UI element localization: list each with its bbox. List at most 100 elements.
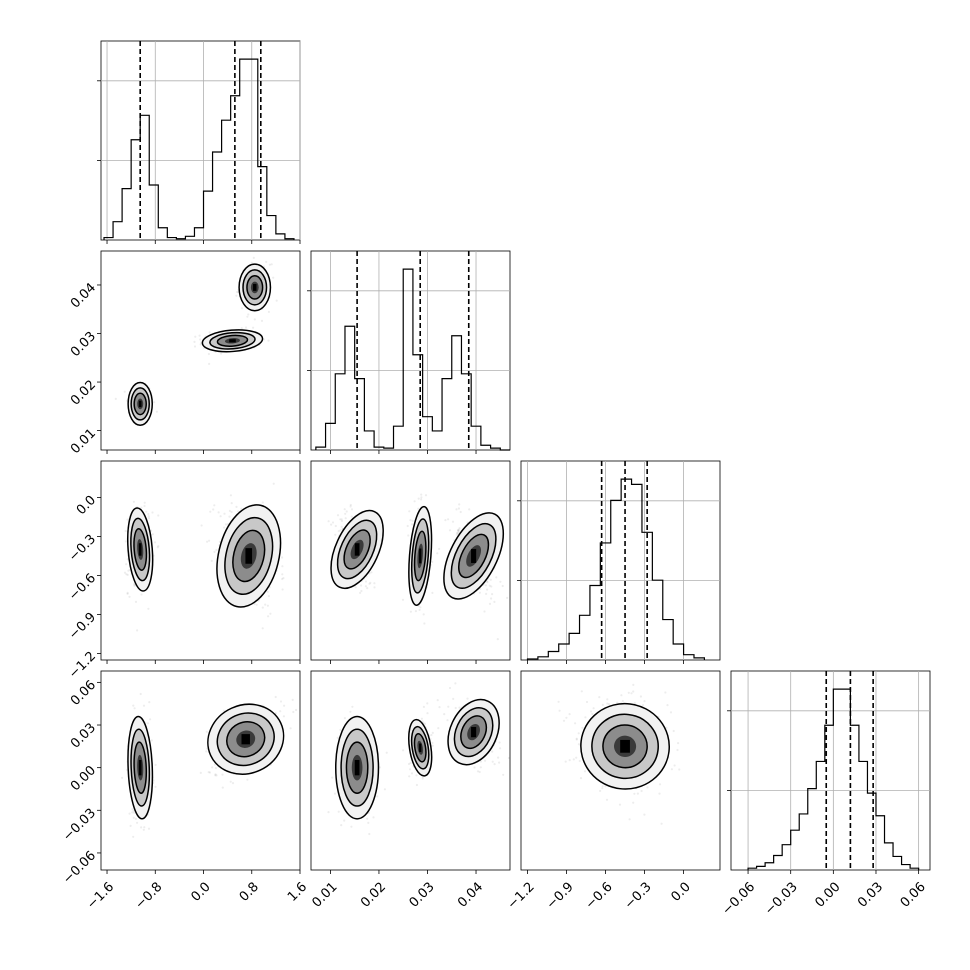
sample-point xyxy=(632,801,635,804)
sample-point xyxy=(466,697,469,700)
sample-point xyxy=(136,629,139,632)
x-tick-label: −1.6 xyxy=(84,880,117,913)
sample-point xyxy=(208,362,211,365)
sample-point xyxy=(125,573,128,576)
sample-point xyxy=(147,607,150,610)
sample-point xyxy=(199,338,202,341)
sample-point xyxy=(235,290,239,294)
sample-point xyxy=(426,712,429,715)
sample-point xyxy=(368,582,371,585)
sample-point xyxy=(272,276,275,279)
scatter-panel-1-2 xyxy=(310,460,511,664)
sample-point xyxy=(266,590,269,593)
sample-point xyxy=(275,299,278,302)
histogram-panel-2 xyxy=(517,460,721,664)
sample-point xyxy=(486,588,489,591)
sample-point xyxy=(151,511,154,514)
sample-point xyxy=(415,774,418,777)
sample-point xyxy=(340,824,343,827)
sample-point xyxy=(244,326,248,329)
sample-point xyxy=(147,515,150,518)
sample-point xyxy=(281,556,284,559)
sample-point xyxy=(456,528,459,532)
sample-point xyxy=(478,770,481,774)
sample-point xyxy=(150,529,153,532)
sample-point xyxy=(431,560,434,564)
sample-point xyxy=(408,510,411,513)
sample-point xyxy=(502,773,505,776)
density-peak xyxy=(419,743,422,753)
sample-point xyxy=(490,597,493,600)
sample-point xyxy=(507,756,510,760)
sample-point xyxy=(140,826,143,829)
sample-point xyxy=(217,511,220,514)
sample-point xyxy=(349,505,352,508)
sample-point xyxy=(413,500,416,503)
density-peak xyxy=(253,283,257,291)
sample-point xyxy=(660,822,663,825)
sample-point xyxy=(337,810,340,813)
sample-point xyxy=(417,497,420,500)
sample-point xyxy=(336,514,340,517)
sample-point xyxy=(627,691,630,694)
sample-point xyxy=(143,501,146,504)
sample-point xyxy=(457,529,460,533)
sample-point xyxy=(147,512,150,516)
sample-point xyxy=(598,696,601,699)
y-tick-label: −0.9 xyxy=(66,610,99,643)
sample-point xyxy=(126,558,129,561)
sample-point xyxy=(431,744,434,747)
sample-point xyxy=(376,795,379,798)
y-tick-label: 0.03 xyxy=(68,329,99,360)
sample-point xyxy=(646,786,649,789)
sample-point xyxy=(327,520,330,523)
sample-point xyxy=(215,774,218,777)
histogram-bars xyxy=(315,268,510,451)
panel-frame xyxy=(520,670,721,871)
sample-point xyxy=(157,545,160,548)
sample-point xyxy=(455,508,458,511)
sample-point xyxy=(208,539,211,542)
sample-point xyxy=(132,704,135,707)
density-peak xyxy=(138,400,142,408)
sample-point xyxy=(207,352,210,356)
sample-point xyxy=(264,603,267,606)
sample-point xyxy=(228,509,231,512)
y-tick-label: 0.02 xyxy=(68,377,99,408)
x-tick-label: 0.06 xyxy=(898,880,929,911)
sample-point xyxy=(678,768,681,771)
sample-point xyxy=(219,515,222,518)
sample-point xyxy=(139,692,142,696)
sample-point xyxy=(142,828,145,831)
panel-frame xyxy=(100,670,301,871)
sample-point xyxy=(229,780,232,783)
sample-point xyxy=(599,789,602,793)
sample-point xyxy=(231,782,235,785)
sample-point xyxy=(148,701,151,704)
sample-point xyxy=(289,727,292,730)
sample-point xyxy=(140,506,143,509)
sample-point xyxy=(261,606,264,609)
sample-point xyxy=(378,766,381,769)
sample-point xyxy=(621,699,624,703)
sample-point xyxy=(454,682,457,685)
sample-point xyxy=(584,716,587,719)
sample-point xyxy=(580,690,583,693)
sample-point xyxy=(133,583,136,586)
sample-point xyxy=(632,683,635,687)
sample-point xyxy=(607,703,611,706)
sample-point xyxy=(410,772,414,775)
sample-point xyxy=(327,811,330,814)
sample-point xyxy=(493,600,496,604)
sample-point xyxy=(246,778,249,781)
sample-point xyxy=(212,508,215,511)
sample-point xyxy=(414,610,417,613)
sample-point xyxy=(350,508,354,511)
sample-point xyxy=(444,519,447,522)
sample-point xyxy=(483,610,486,613)
panel-frame xyxy=(100,460,301,661)
sample-point xyxy=(230,502,233,505)
sample-point xyxy=(292,710,295,714)
sample-point xyxy=(261,627,264,630)
sample-point xyxy=(385,751,388,754)
